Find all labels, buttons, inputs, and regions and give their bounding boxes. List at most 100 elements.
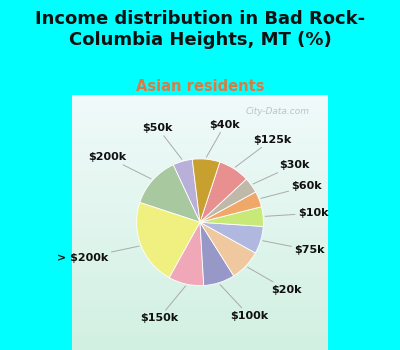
Bar (72, 332, 328, 335)
Bar (72, 105, 328, 107)
Bar (72, 215, 328, 217)
Bar (72, 228, 328, 230)
Bar (72, 342, 328, 345)
Text: City-Data.com: City-Data.com (246, 107, 310, 116)
Text: $200k: $200k (88, 152, 151, 179)
Bar (72, 156, 328, 158)
Bar (72, 135, 328, 138)
Bar (72, 169, 328, 171)
Bar (72, 327, 328, 330)
Bar (72, 94, 328, 97)
Bar (72, 171, 328, 174)
Bar (72, 340, 328, 342)
Text: > $200k: > $200k (58, 246, 139, 263)
Text: $100k: $100k (220, 285, 268, 321)
Wedge shape (200, 192, 262, 222)
Bar (72, 260, 328, 263)
Wedge shape (200, 162, 246, 222)
Bar (72, 253, 328, 255)
Bar (72, 174, 328, 176)
Bar (72, 199, 328, 202)
Bar (72, 202, 328, 204)
Bar (72, 312, 328, 314)
Bar (72, 317, 328, 319)
Bar (72, 348, 328, 350)
Bar (72, 266, 328, 268)
Bar (72, 222, 328, 225)
Bar (72, 324, 328, 327)
Bar (72, 345, 328, 348)
Bar (72, 118, 328, 120)
Text: $30k: $30k (253, 160, 310, 184)
Bar (72, 240, 328, 243)
Bar (72, 166, 328, 169)
Wedge shape (200, 207, 263, 226)
Text: $50k: $50k (142, 123, 182, 159)
Bar (72, 263, 328, 266)
Bar (72, 232, 328, 235)
Bar (72, 286, 328, 289)
Text: Income distribution in Bad Rock-
Columbia Heights, MT (%): Income distribution in Bad Rock- Columbi… (35, 10, 365, 49)
Bar (72, 256, 328, 258)
Text: $40k: $40k (206, 120, 240, 157)
Bar (72, 322, 328, 324)
Text: $75k: $75k (263, 241, 325, 255)
Wedge shape (137, 202, 200, 278)
Bar (72, 100, 328, 102)
Bar (72, 307, 328, 309)
Bar (72, 309, 328, 312)
Bar (72, 184, 328, 187)
Bar (72, 235, 328, 238)
Bar (72, 197, 328, 199)
Bar (72, 271, 328, 273)
Bar (72, 133, 328, 135)
Bar (72, 335, 328, 337)
Bar (72, 176, 328, 179)
Bar (72, 304, 328, 307)
Bar (72, 250, 328, 253)
Bar (72, 146, 328, 148)
Bar (72, 125, 328, 128)
Wedge shape (140, 165, 200, 222)
Bar (72, 128, 328, 130)
Bar (72, 284, 328, 286)
Bar (72, 299, 328, 301)
Bar (72, 120, 328, 122)
Text: Asian residents: Asian residents (136, 79, 264, 94)
Bar (72, 245, 328, 248)
Bar (72, 273, 328, 276)
Bar (72, 153, 328, 156)
Bar (72, 230, 328, 232)
Bar (72, 158, 328, 161)
Bar (72, 301, 328, 304)
Text: $125k: $125k (235, 135, 291, 167)
Bar (72, 151, 328, 153)
Text: $150k: $150k (140, 286, 186, 323)
Bar (72, 102, 328, 105)
Bar (72, 248, 328, 250)
Bar (72, 289, 328, 291)
Text: $20k: $20k (248, 267, 302, 295)
Bar (72, 148, 328, 151)
Wedge shape (200, 222, 234, 286)
Wedge shape (200, 222, 256, 276)
Bar (72, 314, 328, 317)
Bar (72, 225, 328, 228)
Text: $10k: $10k (265, 208, 328, 218)
Bar (72, 97, 328, 100)
Bar (72, 112, 328, 115)
Bar (72, 276, 328, 279)
Text: $60k: $60k (261, 181, 322, 198)
Bar (72, 337, 328, 340)
Bar (72, 294, 328, 296)
Bar (72, 217, 328, 220)
Bar (72, 258, 328, 260)
Bar (72, 115, 328, 118)
Bar (72, 130, 328, 133)
Bar (72, 107, 328, 110)
Bar (72, 319, 328, 322)
Bar (72, 138, 328, 140)
Bar (72, 181, 328, 184)
Bar (72, 281, 328, 284)
Bar (72, 220, 328, 222)
